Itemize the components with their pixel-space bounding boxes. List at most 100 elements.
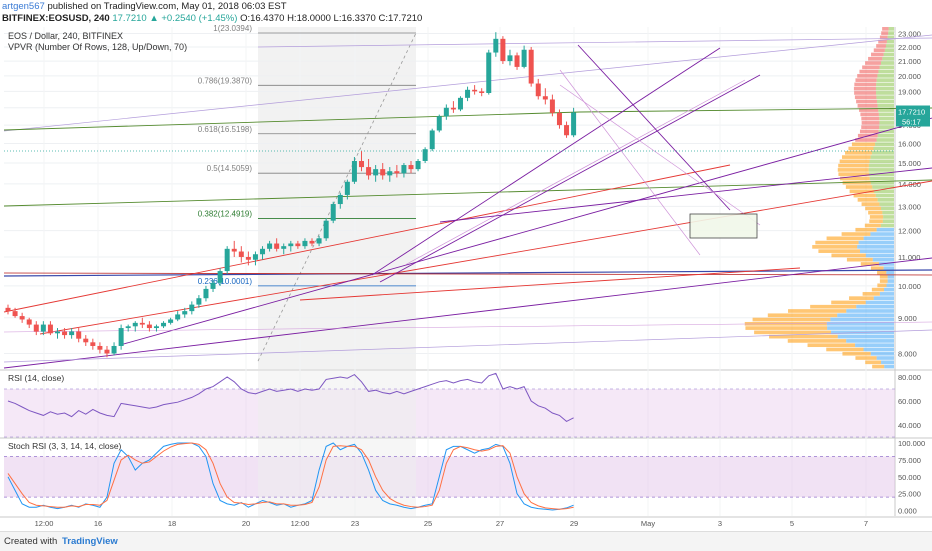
volume-bar-down [861, 121, 880, 125]
volume-bar-down [838, 172, 869, 177]
volume-bar-down [788, 309, 847, 313]
volume-bar-up [883, 215, 894, 219]
volume-bar-down [842, 155, 871, 159]
price-tick-label: 10.000 [898, 282, 921, 291]
candle-body [19, 316, 25, 320]
volume-bar-down [859, 69, 879, 74]
rsi-band [4, 389, 895, 437]
candle-body [196, 298, 202, 305]
trendline [119, 117, 932, 346]
volume-bar-up [865, 300, 894, 305]
time-tick-label: 16 [94, 519, 102, 528]
candle-body [422, 149, 428, 162]
candle-body [521, 49, 527, 67]
volume-bar-up [827, 326, 894, 330]
fib-level-label: 1(23.0394) [213, 24, 252, 33]
volume-bar-down [767, 313, 838, 318]
candle-body [245, 256, 251, 260]
volume-bar-up [877, 198, 894, 202]
volume-bar-up [879, 116, 894, 121]
volume-bar-down [861, 125, 880, 129]
volume-bar-down [868, 56, 883, 61]
candle-body [104, 349, 110, 354]
candle-body [486, 52, 492, 93]
volume-bar-down [752, 317, 831, 322]
candle-body [542, 96, 548, 100]
candle-body [472, 89, 478, 92]
volume-bar-up [846, 309, 894, 313]
candle-body [260, 248, 266, 255]
volume-bar-down [831, 253, 866, 258]
candle-body [330, 204, 336, 221]
time-tick-label: May [641, 519, 655, 528]
symbol-name[interactable]: BITFINEX:EOSUSD, 240 [2, 13, 110, 24]
volume-bar-up [855, 343, 894, 348]
volume-bar-up [876, 95, 894, 100]
volume-bar-down [826, 347, 864, 352]
volume-bar-down [845, 150, 872, 155]
candle-body [90, 342, 96, 346]
candle-body [238, 251, 244, 257]
candle-body [535, 83, 541, 97]
candle-body [118, 328, 124, 346]
volume-bar-up [863, 347, 894, 352]
volume-bar-down [877, 270, 887, 275]
volume-bar-up [885, 44, 894, 48]
volume-bar-up [875, 142, 894, 147]
trendline [404, 79, 746, 266]
volume-bar-up [881, 206, 894, 211]
volume-bar-down [745, 326, 828, 330]
volume-bar-up [882, 210, 894, 215]
volume-bar-down [841, 232, 871, 236]
fib-level-label: 0.786(19.3870) [198, 76, 253, 85]
author-link[interactable]: artgen567 [2, 1, 45, 12]
volume-bar-down [853, 86, 876, 91]
price-tick-label: 20.000 [898, 72, 921, 81]
candle-body [549, 99, 555, 113]
volume-bar-up [837, 334, 894, 339]
time-tick-label: 25 [424, 519, 432, 528]
volume-bar-down [787, 339, 847, 343]
volume-bar-up [878, 112, 894, 117]
candle-body [224, 248, 230, 272]
volume-bar-up [882, 219, 894, 224]
chart-canvas[interactable]: 23.00022.00021.00020.00019.00018.00017.0… [0, 0, 932, 530]
volume-bar-up [872, 185, 894, 189]
volume-bar-up [884, 364, 894, 369]
tradingview-logo[interactable]: TradingView [62, 536, 118, 547]
time-tick-label: 3 [718, 519, 722, 528]
volume-bar-down [818, 249, 860, 253]
trendline [3, 329, 932, 363]
stoch-tick-label: 25.000 [898, 490, 921, 499]
volume-bar-up [886, 270, 894, 275]
candle-body [556, 112, 562, 126]
volume-bar-down [879, 279, 888, 283]
candle-body [54, 331, 60, 334]
volume-bar-up [856, 304, 894, 309]
volume-bar-up [886, 283, 894, 288]
volume-bar-up [877, 103, 894, 108]
candle-body [47, 324, 53, 334]
volume-bar-up [879, 202, 894, 206]
candle-body [309, 240, 315, 244]
candle-body [139, 322, 145, 325]
candle-body [97, 345, 103, 350]
price-tick-label: 11.000 [898, 253, 920, 262]
volume-bar-up [875, 86, 894, 91]
volume-bar-down [862, 292, 880, 296]
volume-bar-down [848, 146, 874, 151]
volume-bar-down [865, 360, 882, 365]
candle-body [514, 55, 520, 67]
trendline [3, 111, 581, 131]
volume-bar-up [870, 232, 894, 236]
volume-bar-down [849, 189, 875, 194]
candle-body [281, 246, 287, 249]
candle-body [40, 324, 46, 332]
volume-bar-down [861, 116, 880, 121]
time-tick-label: 5 [790, 519, 794, 528]
candle-body [210, 282, 216, 289]
current-price-tag [896, 105, 930, 117]
trendlines [3, 34, 932, 369]
volume-bar-down [882, 27, 889, 31]
candle-body [401, 165, 407, 174]
